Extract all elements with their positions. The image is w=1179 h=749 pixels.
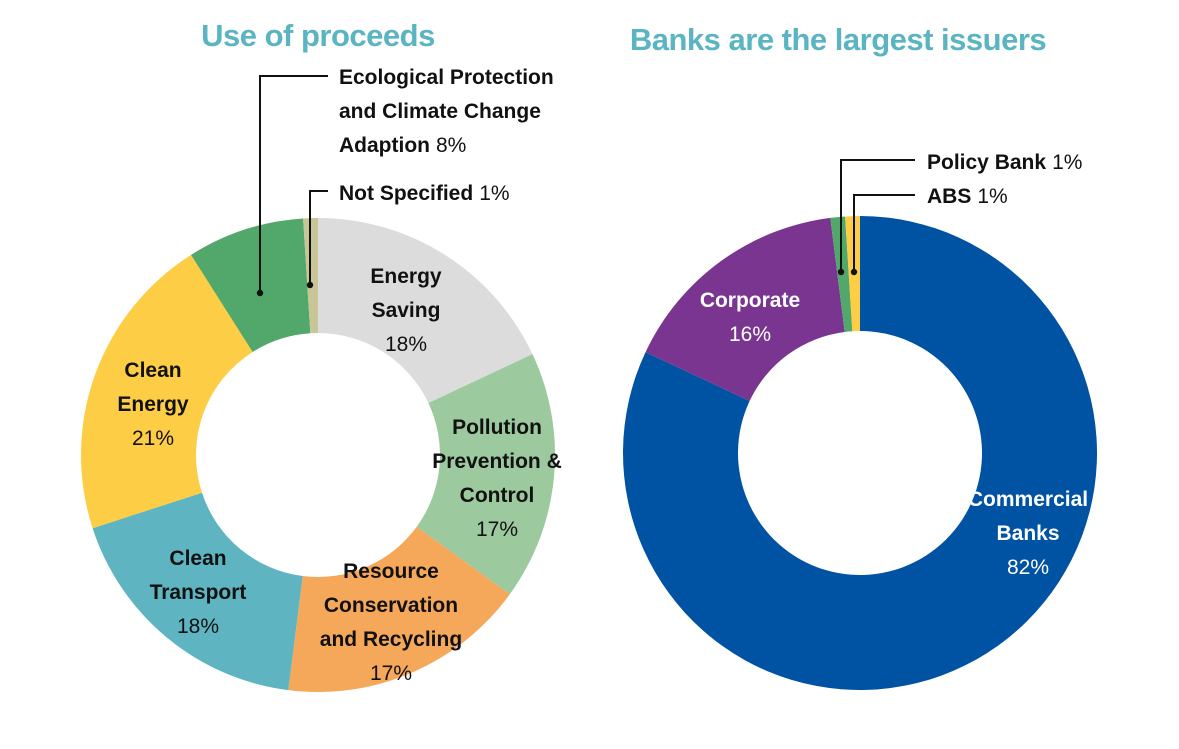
slice-clean-transport <box>92 492 303 691</box>
slice-clean-energy <box>81 254 253 529</box>
value-label-pollution-prevention-and-control: 17% <box>476 518 518 541</box>
value-label-abs: 1% <box>977 185 1007 208</box>
slice-commercial-banks <box>622 216 1097 690</box>
label-resource-conservation-and-recycling-line-1: Resource <box>343 560 439 583</box>
label-energy-saving-line-2: Saving <box>372 299 441 322</box>
leader-dot-policy-bank <box>837 268 845 276</box>
value-label-commercial-banks: 82% <box>1007 556 1049 579</box>
label-commercial-banks-line-2: Banks <box>996 522 1059 545</box>
label-resource-conservation-and-recycling-line-3: and Recycling <box>320 628 462 651</box>
leader-line-abs <box>853 194 915 272</box>
value-label-corporate: 16% <box>729 323 771 346</box>
slice-resource-conservation-and-recycling <box>288 526 510 692</box>
label-energy-saving-line-1: Energy <box>370 265 442 288</box>
leader-line-policy-bank <box>840 159 915 272</box>
label-clean-transport-line-2: Transport <box>150 581 247 604</box>
leader-dot-ecological-protection-and-climate-change-adaption <box>256 289 264 297</box>
label-pollution-prevention-and-control-line-2: Prevention & <box>432 450 562 473</box>
value-label-not-specified: 1% <box>479 182 509 205</box>
value-label-resource-conservation-and-recycling: 17% <box>370 662 412 685</box>
label-not-specified-line-1: Not Specified 1% <box>339 182 510 205</box>
leader-line-ecological-protection-and-climate-change-adaption <box>259 75 328 293</box>
issuers-donut: Commercial Banks 82% Corporate 16% Policy Ban… <box>622 151 1097 690</box>
slice-ecological-protection-and-climate-change-adaption <box>191 218 311 352</box>
leader-dot-abs <box>850 268 858 276</box>
label-ecological-protection-and-climate-change-adaption-line-1: Ecological Protection <box>339 66 554 89</box>
slice-energy-saving <box>318 218 533 404</box>
label-pollution-prevention-and-control-line-3: Control <box>460 484 535 507</box>
use-of-proceeds-donut: Energy Saving 18% Pollution Prevention & Cont… <box>81 66 562 692</box>
leader-dot-not-specified <box>306 281 314 289</box>
value-label-energy-saving: 18% <box>385 333 427 356</box>
label-clean-energy-line-2: Energy <box>117 393 189 416</box>
label-ecological-protection-and-climate-change-adaption-line-3: Adaption 8% <box>339 134 466 157</box>
slice-pollution-prevention-and-control <box>416 354 555 595</box>
label-corporate-line-1: Corporate <box>700 289 800 312</box>
label-abs-line-1: ABS 1% <box>927 185 1008 208</box>
label-resource-conservation-and-recycling-line-2: Conservation <box>324 594 458 617</box>
label-policy-bank-line-1: Policy Bank 1% <box>927 151 1082 174</box>
label-clean-energy-line-1: Clean <box>124 359 181 382</box>
value-label-clean-transport: 18% <box>177 615 219 638</box>
slice-corporate <box>645 217 845 402</box>
leader-line-not-specified <box>309 190 328 285</box>
label-commercial-banks-line-1: Commercial <box>968 488 1088 511</box>
label-clean-transport-line-1: Clean <box>169 547 226 570</box>
value-label-ecological-protection-and-climate-change-adaption: 8% <box>436 134 466 157</box>
chart-title-largest-issuers: Banks are the largest issuers <box>630 22 1046 57</box>
value-label-clean-energy: 21% <box>132 427 174 450</box>
value-label-policy-bank: 1% <box>1052 151 1082 174</box>
chart-title-use-of-proceeds: Use of proceeds <box>201 18 435 53</box>
label-ecological-protection-and-climate-change-adaption-line-2: and Climate Change <box>339 100 541 123</box>
label-pollution-prevention-and-control-line-1: Pollution <box>452 416 542 439</box>
